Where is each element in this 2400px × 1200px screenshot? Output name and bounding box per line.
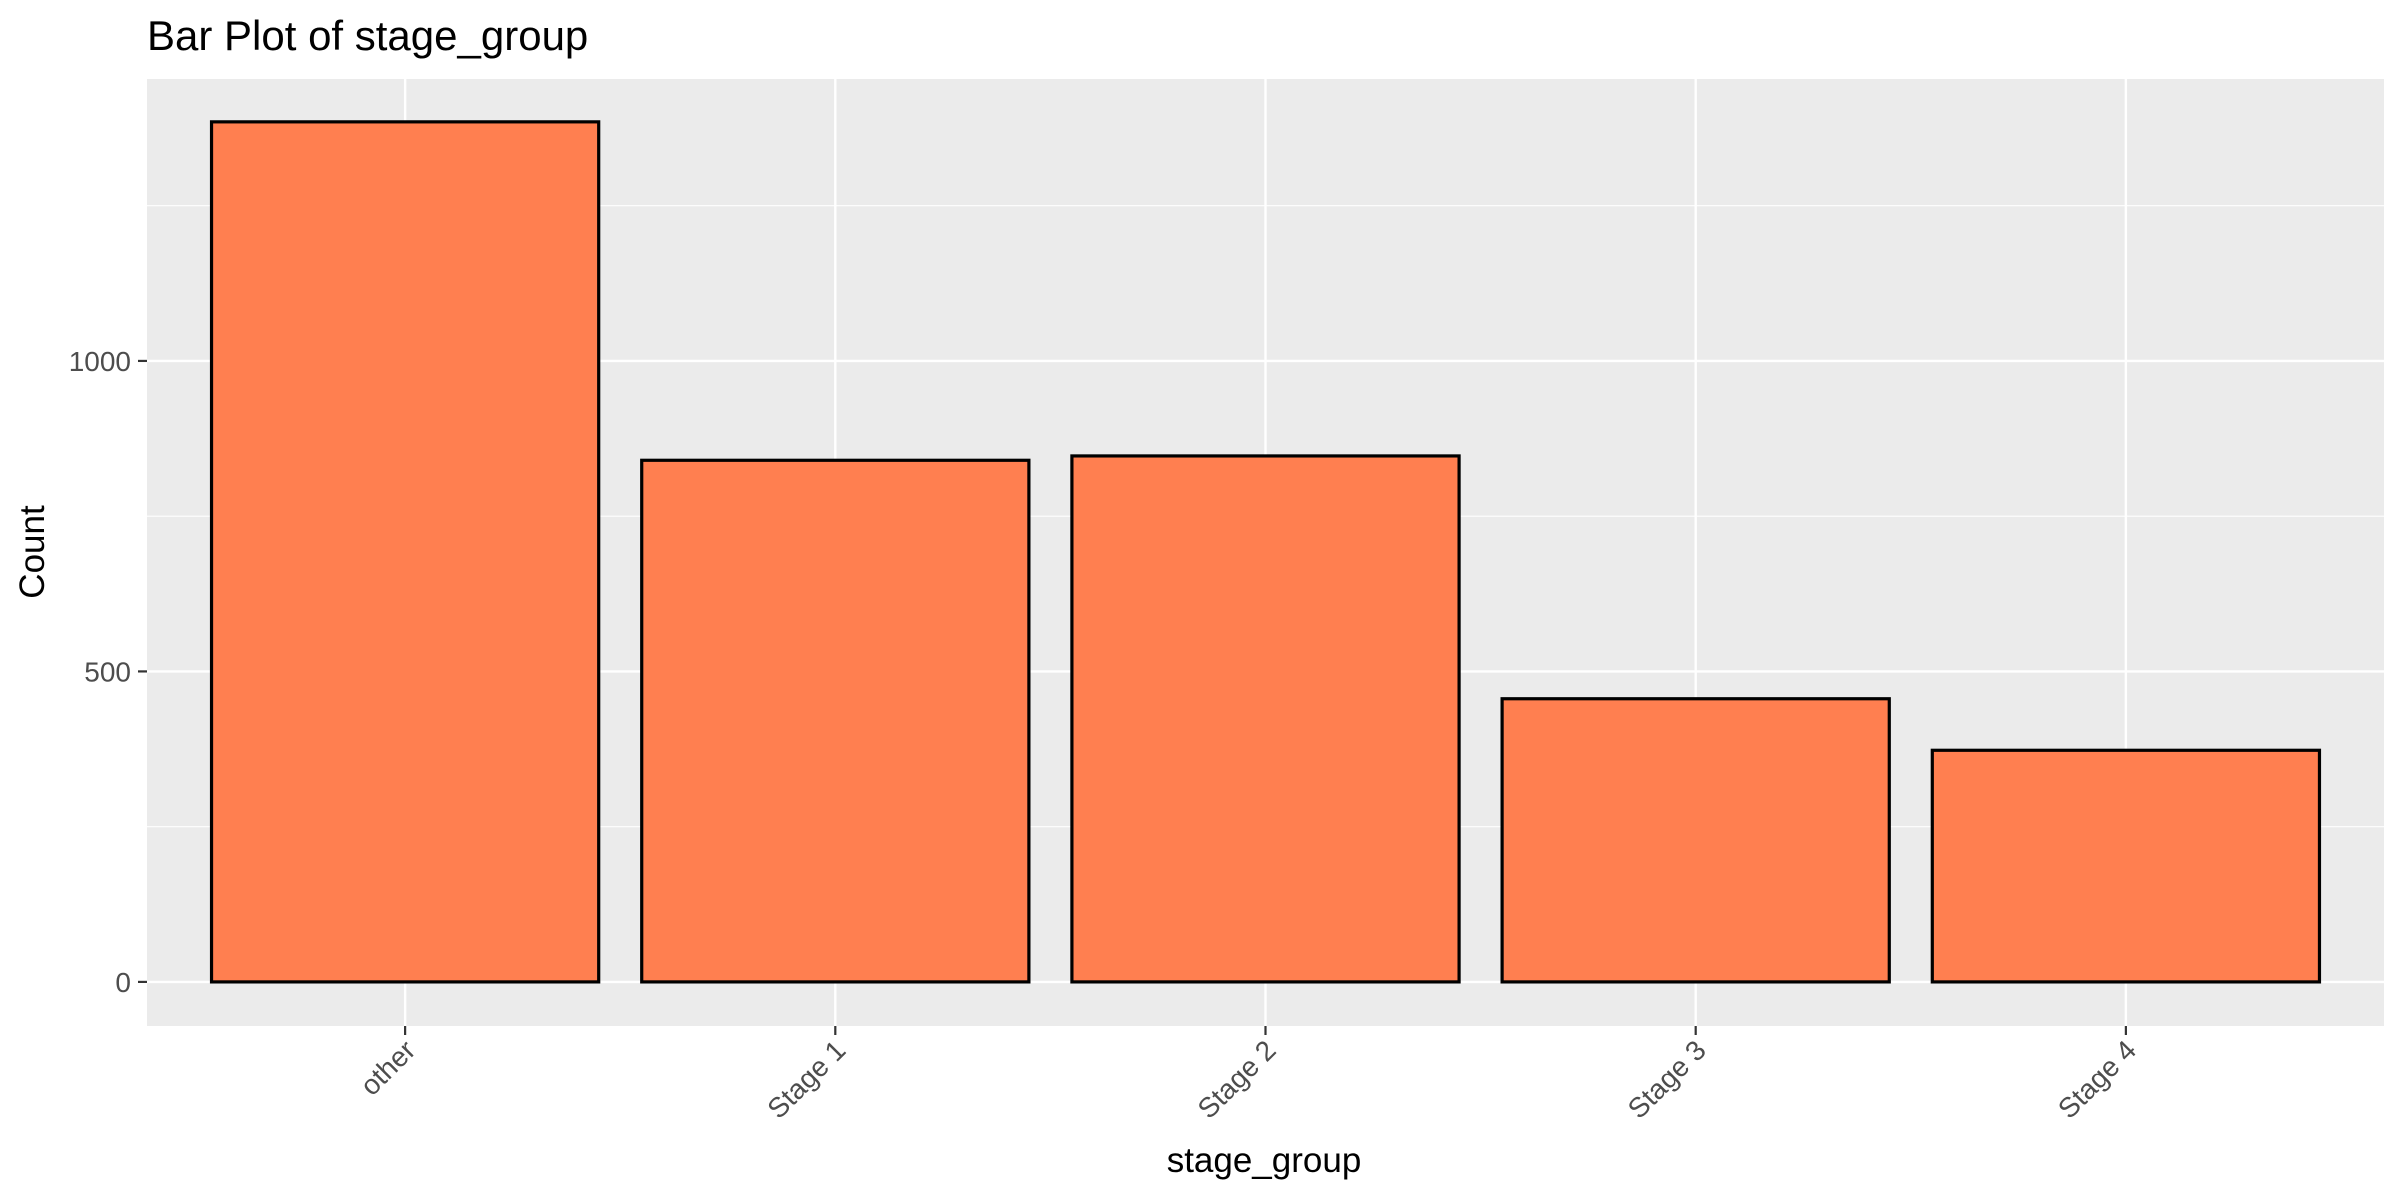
y-axis: 0 500 1000 <box>69 346 147 998</box>
bar-stage-2 <box>1070 454 1461 984</box>
x-tick-label-4: Stage 4 <box>2052 1034 2142 1124</box>
x-tick-label-1: Stage 1 <box>761 1034 851 1124</box>
x-tick-label-0: other <box>354 1034 421 1101</box>
x-axis-title: stage_group <box>1167 1141 1362 1180</box>
bar-other <box>209 120 601 984</box>
y-tick-label-1: 500 <box>84 656 131 687</box>
y-tick-label-2: 1000 <box>69 346 131 377</box>
bar-stage-1 <box>640 458 1031 984</box>
x-tick-label-2: Stage 2 <box>1192 1034 1282 1124</box>
x-axis: other Stage 1 Stage 2 Stage 3 Stage 4 <box>354 1026 2142 1125</box>
chart-title: Bar Plot of stage_group <box>147 12 588 59</box>
bar-stage-4 <box>1930 748 2322 984</box>
y-axis-title: Count <box>13 505 52 599</box>
bars <box>209 120 2322 984</box>
x-tick-label-3: Stage 3 <box>1622 1034 1712 1124</box>
y-tick-label-0: 0 <box>115 967 131 998</box>
bar-stage-3 <box>1500 697 1891 984</box>
